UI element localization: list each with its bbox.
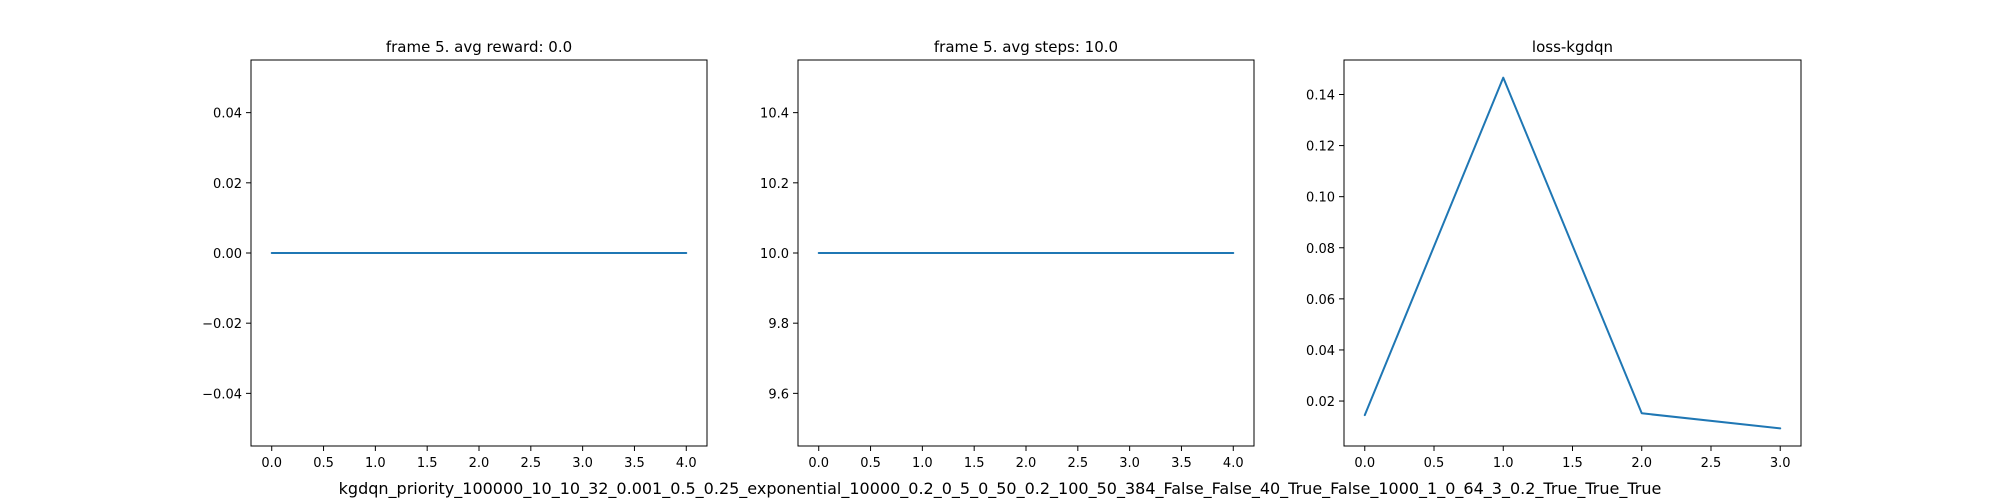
x-tick-label: 2.0 — [1631, 456, 1652, 471]
y-tick-label: 0.08 — [1306, 242, 1335, 257]
y-tick-label: 9.8 — [768, 317, 789, 332]
x-tick-label: 2.0 — [1016, 456, 1037, 471]
chart-title: loss-kgdqn — [1532, 38, 1613, 56]
y-tick-label: −0.02 — [202, 317, 242, 332]
x-tick-label: 4.0 — [676, 456, 697, 471]
x-tick-label: 1.0 — [1493, 456, 1514, 471]
x-tick-label: 0.0 — [1354, 456, 1375, 471]
chart-panel-2: frame 5. avg steps: 10.0 0.0 0.5 1.0 1.5 2.0 2… — [760, 38, 1255, 471]
x-tick-label: 1.0 — [365, 456, 386, 471]
x-tick-label: 0.5 — [860, 456, 881, 471]
x-tick-label: 3.5 — [1171, 456, 1192, 471]
x-tick-label: 2.5 — [1701, 456, 1722, 471]
x-tick-label: 3.0 — [1119, 456, 1140, 471]
x-tick-label: 0.0 — [808, 456, 829, 471]
x-tick-label: 0.5 — [1424, 456, 1445, 471]
x-tick-label: 1.5 — [964, 456, 985, 471]
y-tick-label: 0.10 — [1306, 191, 1335, 206]
chart-title: frame 5. avg reward: 0.0 — [386, 38, 572, 56]
y-tick-label: 0.06 — [1306, 293, 1335, 308]
x-tick-label: 3.0 — [1770, 456, 1791, 471]
y-tick-label: −0.04 — [202, 387, 242, 402]
chart-title: frame 5. avg steps: 10.0 — [934, 38, 1118, 56]
y-tick-label: 0.00 — [213, 247, 242, 262]
y-tick-label: 0.12 — [1306, 140, 1335, 155]
x-tick-label: 2.5 — [1067, 456, 1088, 471]
x-tick-label: 3.5 — [624, 456, 645, 471]
chart-panel-3: loss-kgdqn 0.0 0.5 1.0 1.5 2.0 2.5 3.0 0.02 0.04 0… — [1306, 38, 1802, 471]
y-tick-label: 0.04 — [1306, 344, 1335, 359]
axes-frame — [1343, 59, 1802, 447]
x-tick-label: 1.0 — [912, 456, 933, 471]
x-tick-label: 3.0 — [572, 456, 593, 471]
y-tick-label: 10.4 — [760, 107, 789, 122]
y-tick-label: 0.14 — [1306, 88, 1335, 103]
y-tick-label: 0.02 — [213, 177, 242, 192]
y-tick-label: 10.2 — [760, 177, 789, 192]
figure-title: kgdqn_priority_100000_10_10_32_0.001_0.5… — [339, 479, 1662, 499]
y-tick-label: 0.04 — [213, 107, 242, 122]
y-tick-label: 9.6 — [768, 387, 789, 402]
y-tick-label: 10.0 — [760, 247, 789, 262]
x-tick-label: 2.5 — [520, 456, 541, 471]
x-tick-label: 0.0 — [261, 456, 282, 471]
x-tick-label: 2.0 — [469, 456, 490, 471]
series-line — [1363, 76, 1782, 430]
x-tick-label: 1.5 — [417, 456, 438, 471]
x-tick-label: 4.0 — [1223, 456, 1244, 471]
y-tick-label: 0.02 — [1306, 395, 1335, 410]
x-tick-label: 1.5 — [1562, 456, 1583, 471]
chart-panel-1: frame 5. avg reward: 0.0 0.0 0.5 1.0 1.5 2.0 2… — [202, 38, 708, 471]
x-tick-label: 0.5 — [313, 456, 334, 471]
